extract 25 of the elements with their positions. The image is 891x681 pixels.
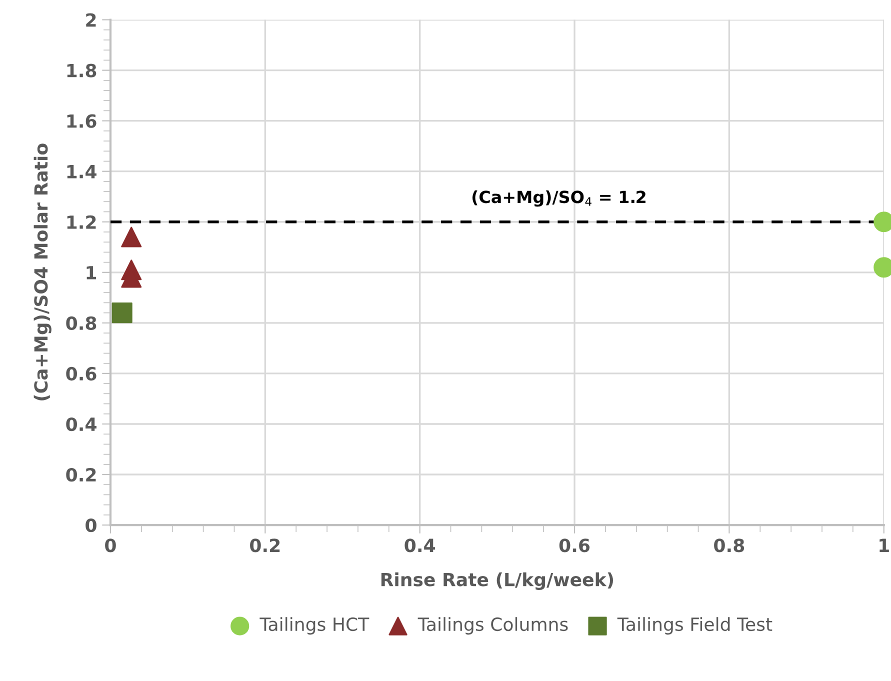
ref-line-label: (Ca+Mg)/SO$_{4}$ = 1.2	[472, 190, 646, 207]
y-tick-label: 0.4	[66, 417, 96, 432]
y-tick-label: 2	[86, 13, 96, 27]
y-tick-label: 1.2	[67, 215, 96, 229]
y-tick-label: 0	[86, 518, 96, 532]
y-tick-label: 0.6	[66, 366, 96, 381]
x-tick-label: 0.4	[404, 538, 436, 552]
legend-label: Tailings Field Test	[617, 617, 772, 635]
y-tick-label: 1	[86, 266, 96, 280]
x-tick-label: 0	[105, 538, 116, 552]
x-tick-label: 1	[880, 538, 889, 552]
legend-label: Tailings Columns	[418, 617, 568, 635]
y-tick-label: 0.8	[66, 316, 96, 330]
x-tick-label: 0.8	[714, 538, 744, 552]
y-tick-label: 1.6	[67, 114, 96, 128]
y-tick-label: 0.2	[66, 468, 96, 482]
legend-label: Tailings HCT	[260, 617, 370, 635]
x-tick-label: 0.6	[559, 538, 590, 552]
point	[121, 226, 142, 248]
point	[112, 302, 132, 324]
y-tick-label: 1.4	[67, 165, 96, 178]
x-axis-title: Rinse Rate (L/kg/week)	[381, 572, 614, 590]
x-tick-label: 0.2	[250, 538, 280, 552]
y-axis-title: (Ca+Mg)/SO4 Molar Ratio	[34, 144, 52, 400]
y-tick-label: 1.8	[67, 64, 96, 78]
